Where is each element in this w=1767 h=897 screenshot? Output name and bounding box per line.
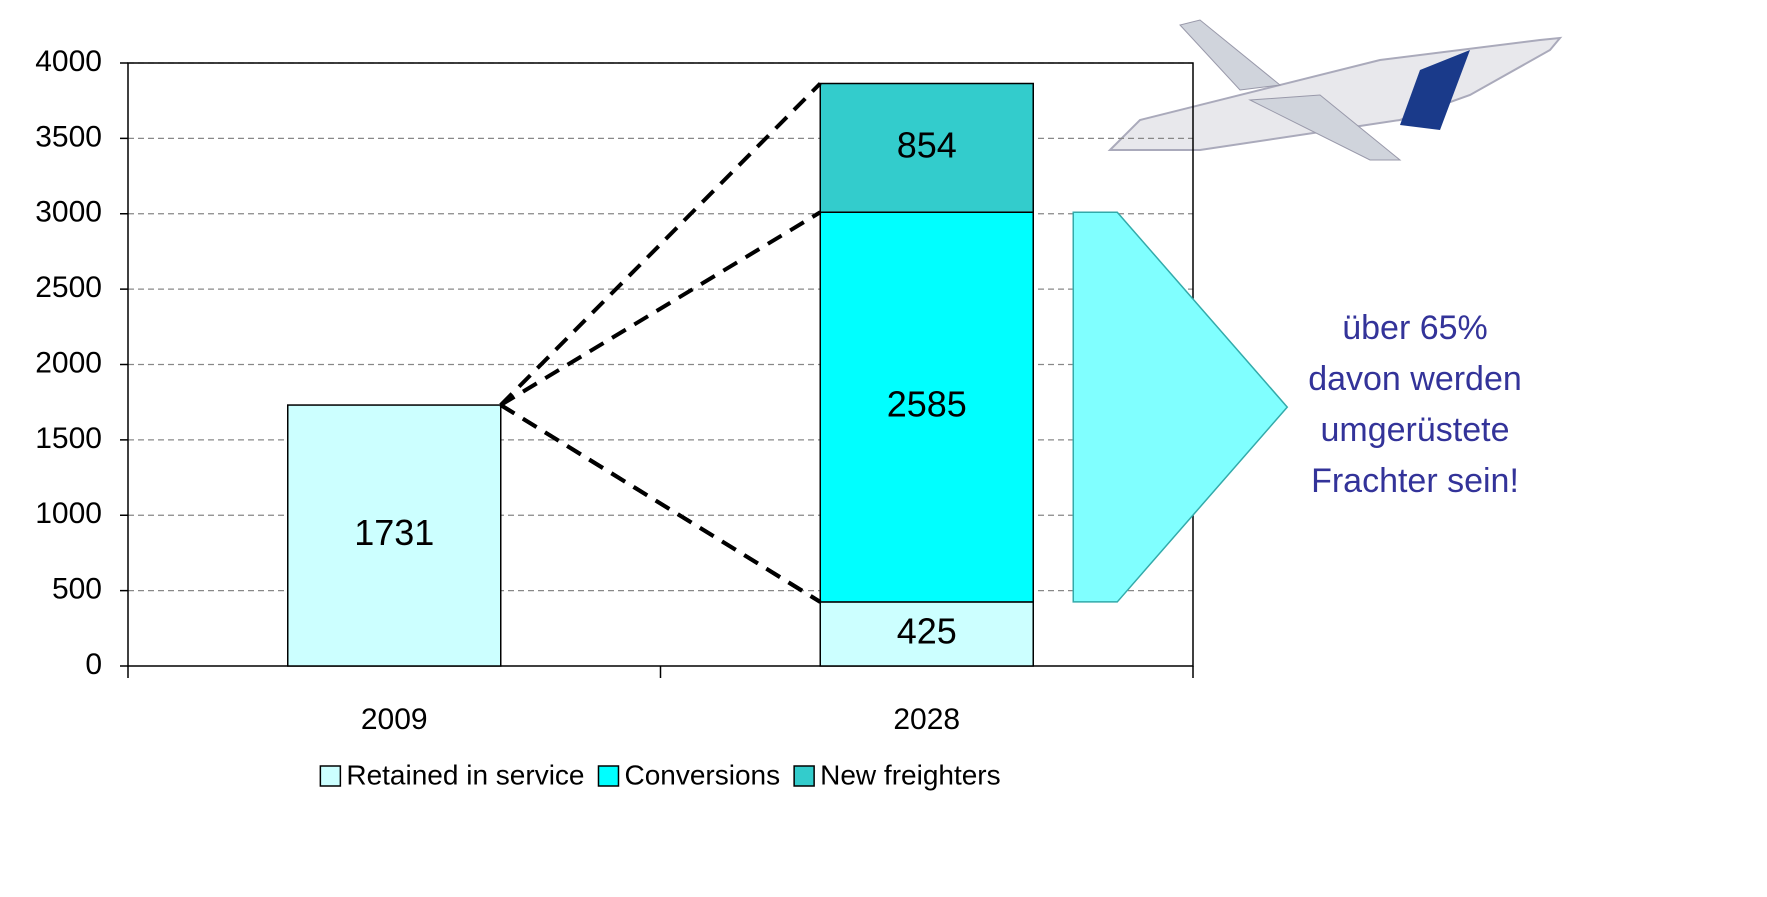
y-tick-label: 0: [85, 648, 102, 681]
bar-segment: [819, 601, 1034, 667]
y-tick-label: 4000: [35, 45, 102, 78]
x-tick-label: 2028: [893, 703, 960, 736]
data-label: 425: [897, 610, 957, 651]
connector: [499, 82, 822, 407]
connector: [499, 210, 822, 407]
highlight-arrow: [1072, 211, 1289, 603]
connector: [499, 403, 822, 604]
bar-segment: [287, 404, 502, 667]
y-tick-label: 1500: [35, 422, 102, 455]
legend-label: Conversions: [624, 759, 780, 790]
annotation: über 65%: [1342, 309, 1488, 347]
data-label: 1731: [354, 512, 434, 553]
annotation: Frachter sein!: [1311, 462, 1519, 500]
data-label: 854: [897, 124, 957, 165]
bar-segment: [819, 82, 1034, 213]
tail: [1400, 50, 1470, 130]
legend-label: New freighters: [820, 759, 1001, 790]
legend-label: Retained in service: [346, 759, 584, 790]
y-tick-label: 2000: [35, 346, 102, 379]
annotation: davon werden: [1308, 360, 1522, 398]
data-label: 2585: [887, 384, 967, 425]
x-tick-label: 2009: [361, 703, 428, 736]
bar-segment: [819, 211, 1034, 603]
y-tick-label: 3000: [35, 196, 102, 229]
legend-swatch: [597, 765, 620, 787]
wing: [1248, 94, 1402, 161]
annotation: umgerüstete: [1321, 411, 1510, 449]
legend: Retained in service Conversions New freigh…: [319, 759, 1001, 790]
legend-swatch: [793, 765, 815, 787]
y-tick-label: 500: [52, 573, 102, 606]
y-tick-label: 3500: [35, 120, 102, 153]
wing: [1179, 19, 1282, 91]
y-tick-label: 1000: [35, 497, 102, 530]
airplane-illustration: [1107, 19, 1563, 161]
y-tick-label: 2500: [35, 271, 102, 304]
legend-swatch: [319, 765, 342, 787]
